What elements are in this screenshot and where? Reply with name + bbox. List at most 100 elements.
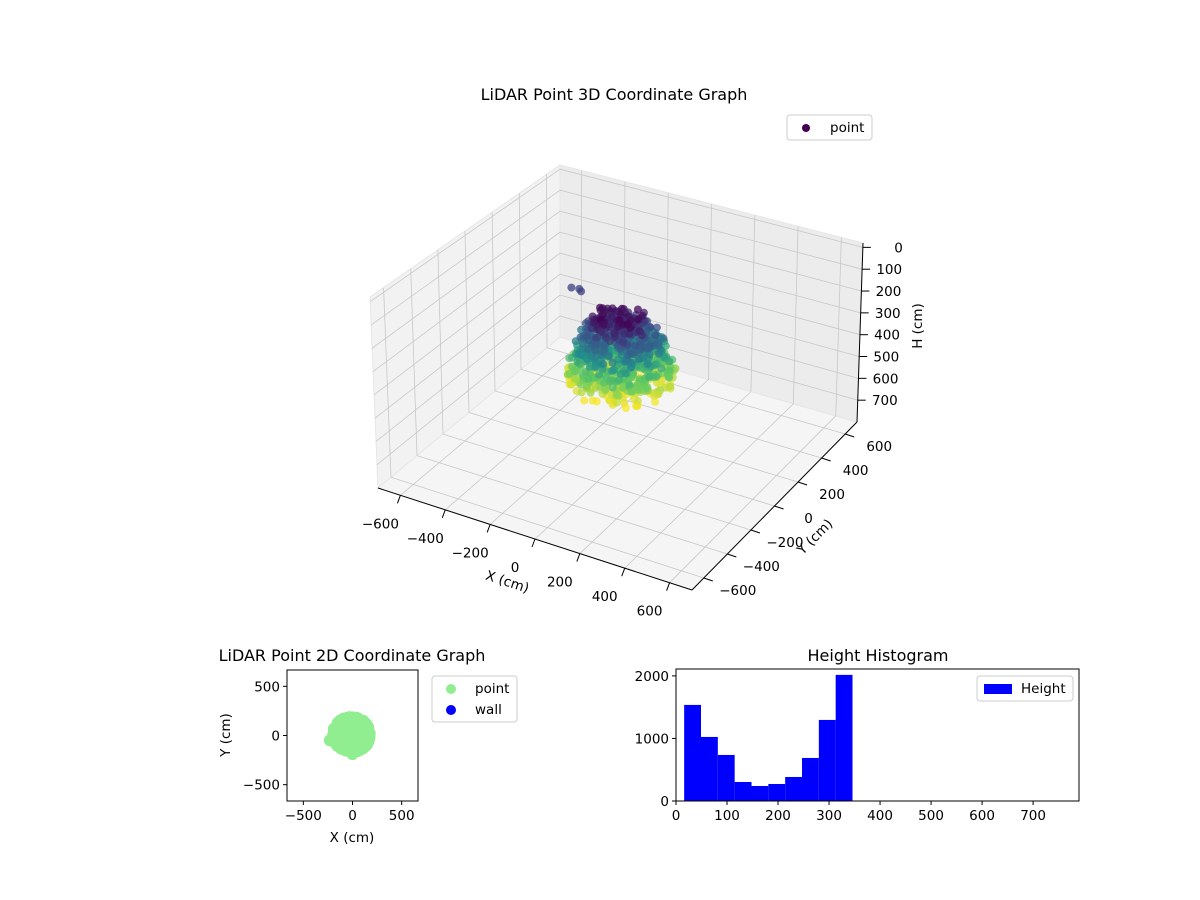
histogram-legend: Height bbox=[976, 675, 1074, 702]
gridline-h bbox=[369, 168, 561, 302]
y-axis-label: Y (cm) bbox=[218, 713, 234, 758]
h-tick-label: 200 bbox=[876, 284, 902, 300]
x-tick bbox=[621, 567, 626, 577]
gridline-h bbox=[375, 294, 561, 442]
legend-marker-point bbox=[446, 684, 456, 694]
x-tick-label: −200 bbox=[452, 545, 489, 561]
point-marker bbox=[654, 341, 663, 350]
point-marker bbox=[591, 334, 600, 343]
h-tick-label: 600 bbox=[873, 371, 899, 387]
h-tick-label: 0 bbox=[894, 240, 903, 256]
histogram-bar bbox=[818, 719, 836, 801]
h-axis-label: H (cm) bbox=[910, 303, 926, 349]
gridline-h bbox=[559, 168, 863, 248]
point-marker bbox=[646, 323, 654, 332]
gridline-y bbox=[491, 212, 496, 391]
histogram-bar bbox=[700, 736, 718, 801]
gridline-x bbox=[750, 215, 756, 392]
point-marker bbox=[591, 346, 600, 355]
point-marker bbox=[358, 718, 371, 731]
2d-plot: −500 0 500 500 0 −500 X (cm) Y (cm) bbox=[218, 669, 419, 846]
legend-label-wall: wall bbox=[475, 702, 502, 718]
x-tick bbox=[666, 582, 671, 591]
h-tick-label: 100 bbox=[876, 262, 902, 278]
point-marker bbox=[337, 738, 350, 751]
x-tick-label: 600 bbox=[969, 808, 995, 824]
point-marker bbox=[634, 315, 643, 324]
axes-frame bbox=[675, 668, 1080, 802]
legend-marker-point bbox=[802, 124, 810, 132]
point-marker bbox=[592, 340, 601, 349]
y-tick-label: −200 bbox=[766, 535, 803, 551]
legend-label-point: point bbox=[830, 120, 864, 136]
point-marker bbox=[625, 381, 634, 390]
point-marker bbox=[650, 392, 659, 400]
gridline-y bbox=[437, 249, 444, 435]
y-tick-label: 200 bbox=[819, 487, 845, 503]
gridline-y bbox=[383, 287, 392, 478]
point-marker bbox=[652, 323, 661, 332]
point-marker bbox=[657, 364, 666, 373]
point-marker bbox=[604, 351, 613, 360]
point-marker bbox=[625, 329, 634, 338]
x-tick-label: 300 bbox=[816, 808, 842, 824]
x-tick-label: 0 bbox=[672, 808, 681, 824]
gridline-y bbox=[494, 390, 799, 483]
x-tick bbox=[441, 509, 446, 519]
point-marker bbox=[652, 372, 661, 381]
point-marker bbox=[643, 360, 652, 369]
point-marker bbox=[601, 385, 610, 394]
point-marker bbox=[612, 398, 621, 407]
point-marker bbox=[595, 370, 604, 379]
gridline-h bbox=[376, 315, 561, 466]
x-axis-label: X (cm) bbox=[330, 830, 375, 846]
y-tick-label: 2000 bbox=[635, 669, 669, 685]
point-marker bbox=[634, 348, 643, 357]
x-tick-label: 400 bbox=[867, 808, 893, 824]
point-marker bbox=[627, 363, 636, 372]
point-marker bbox=[633, 305, 642, 314]
point-marker bbox=[621, 369, 630, 378]
point-marker bbox=[576, 333, 585, 342]
gridline-h bbox=[373, 252, 561, 396]
gridline-h bbox=[559, 273, 860, 357]
y-tick-label: 400 bbox=[843, 463, 869, 479]
x-tick-label: 700 bbox=[1020, 808, 1046, 824]
gridline-h bbox=[374, 273, 561, 419]
x-tick-label: 200 bbox=[547, 575, 573, 591]
point-marker bbox=[626, 323, 635, 332]
histogram-bar bbox=[802, 757, 819, 801]
2d-title: LiDAR Point 2D Coordinate Graph bbox=[219, 646, 486, 665]
legend-marker-wall bbox=[446, 705, 456, 715]
gridline-h bbox=[371, 210, 561, 349]
point-marker bbox=[610, 365, 618, 374]
point-marker bbox=[626, 348, 635, 357]
y-tick-label: −400 bbox=[743, 559, 780, 575]
3d-title: LiDAR Point 3D Coordinate Graph bbox=[481, 85, 748, 104]
x-tick-label: 0 bbox=[511, 560, 520, 576]
point-marker bbox=[584, 345, 593, 354]
point-marker bbox=[570, 367, 579, 376]
point-marker bbox=[638, 331, 646, 340]
x-tick bbox=[396, 495, 401, 504]
histogram-bar bbox=[751, 785, 769, 801]
y-tick bbox=[727, 553, 737, 558]
histogram-bar bbox=[717, 754, 735, 801]
gridline-y bbox=[416, 455, 728, 555]
histogram-title: Height Histogram bbox=[808, 646, 949, 665]
point-marker bbox=[578, 339, 587, 348]
y-tick-label: −600 bbox=[719, 583, 756, 599]
point-marker bbox=[608, 358, 617, 367]
point-marker bbox=[606, 337, 615, 345]
h-tick-label: 300 bbox=[875, 306, 901, 322]
gridline-h bbox=[372, 231, 561, 372]
point-marker bbox=[621, 404, 630, 412]
2d-legend: point wall bbox=[431, 675, 518, 723]
point-marker bbox=[654, 349, 663, 358]
x-tick-label: 0 bbox=[348, 808, 357, 824]
y-tick bbox=[821, 457, 831, 462]
x-tick-label: 600 bbox=[637, 604, 663, 620]
point-marker bbox=[586, 388, 595, 397]
x-axis-label: X (cm) bbox=[484, 568, 531, 597]
